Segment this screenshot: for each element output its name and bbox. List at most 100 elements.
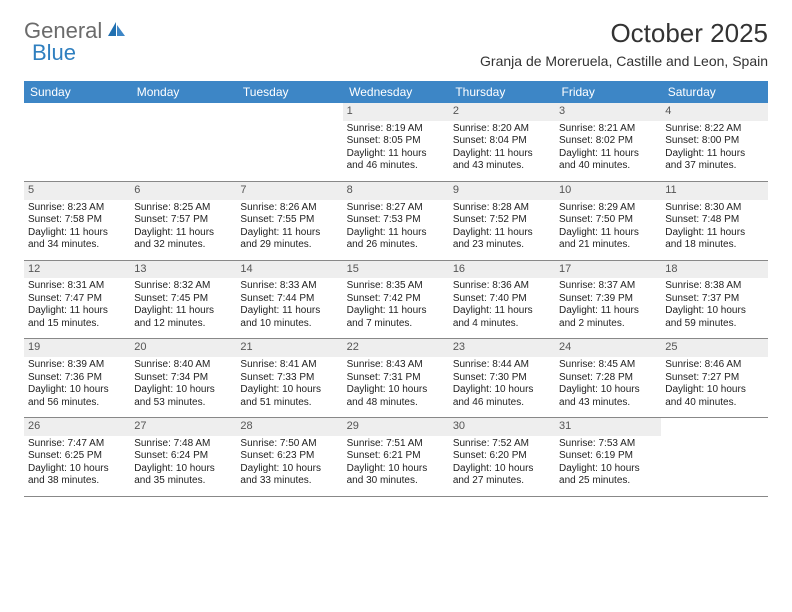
daylight-line: Daylight: 10 hours and 59 minutes. (665, 305, 763, 330)
sunset-line: Sunset: 8:04 PM (453, 135, 551, 148)
sunset-line: Sunset: 7:39 PM (559, 293, 657, 306)
calendar-body: 1Sunrise: 8:19 AMSunset: 8:05 PMDaylight… (24, 103, 768, 496)
calendar-cell: 25Sunrise: 8:46 AMSunset: 7:27 PMDayligh… (661, 339, 767, 418)
day-content: Sunrise: 8:25 AMSunset: 7:57 PMDaylight:… (130, 200, 236, 260)
daylight-line: Daylight: 11 hours and 43 minutes. (453, 148, 551, 173)
day-content: Sunrise: 8:36 AMSunset: 7:40 PMDaylight:… (449, 278, 555, 338)
sunset-line: Sunset: 7:52 PM (453, 214, 551, 227)
sunset-line: Sunset: 7:50 PM (559, 214, 657, 227)
sunset-line: Sunset: 7:37 PM (665, 293, 763, 306)
day-content: Sunrise: 8:39 AMSunset: 7:36 PMDaylight:… (24, 357, 130, 417)
calendar-cell: 24Sunrise: 8:45 AMSunset: 7:28 PMDayligh… (555, 339, 661, 418)
sunset-line: Sunset: 7:42 PM (347, 293, 445, 306)
sunset-line: Sunset: 6:24 PM (134, 450, 232, 463)
sunrise-line: Sunrise: 7:51 AM (347, 438, 445, 451)
sunrise-line: Sunrise: 8:28 AM (453, 202, 551, 215)
sunrise-line: Sunrise: 8:23 AM (28, 202, 126, 215)
day-number: 11 (661, 182, 767, 200)
day-number: 3 (555, 103, 661, 121)
sunset-line: Sunset: 7:58 PM (28, 214, 126, 227)
sunset-line: Sunset: 7:47 PM (28, 293, 126, 306)
daylight-line: Daylight: 11 hours and 34 minutes. (28, 227, 126, 252)
day-number: 28 (236, 418, 342, 436)
day-number: 13 (130, 261, 236, 279)
calendar-week-row: 5Sunrise: 8:23 AMSunset: 7:58 PMDaylight… (24, 181, 768, 260)
calendar-cell: 1Sunrise: 8:19 AMSunset: 8:05 PMDaylight… (343, 103, 449, 181)
daylight-line: Daylight: 10 hours and 33 minutes. (240, 463, 338, 488)
day-number: 18 (661, 261, 767, 279)
day-content: Sunrise: 7:48 AMSunset: 6:24 PMDaylight:… (130, 436, 236, 496)
daylight-line: Daylight: 11 hours and 46 minutes. (347, 148, 445, 173)
daylight-line: Daylight: 11 hours and 4 minutes. (453, 305, 551, 330)
sunrise-line: Sunrise: 7:48 AM (134, 438, 232, 451)
day-content: Sunrise: 8:37 AMSunset: 7:39 PMDaylight:… (555, 278, 661, 338)
day-number: 20 (130, 339, 236, 357)
day-content: Sunrise: 7:51 AMSunset: 6:21 PMDaylight:… (343, 436, 449, 496)
calendar-cell: 4Sunrise: 8:22 AMSunset: 8:00 PMDaylight… (661, 103, 767, 181)
daylight-line: Daylight: 10 hours and 38 minutes. (28, 463, 126, 488)
day-content: Sunrise: 8:21 AMSunset: 8:02 PMDaylight:… (555, 121, 661, 181)
calendar-cell: 11Sunrise: 8:30 AMSunset: 7:48 PMDayligh… (661, 181, 767, 260)
daylight-line: Daylight: 11 hours and 2 minutes. (559, 305, 657, 330)
daylight-line: Daylight: 11 hours and 40 minutes. (559, 148, 657, 173)
sunrise-line: Sunrise: 8:45 AM (559, 359, 657, 372)
calendar-cell: 7Sunrise: 8:26 AMSunset: 7:55 PMDaylight… (236, 181, 342, 260)
sunset-line: Sunset: 7:55 PM (240, 214, 338, 227)
day-number: 30 (449, 418, 555, 436)
sunrise-line: Sunrise: 8:25 AM (134, 202, 232, 215)
sunrise-line: Sunrise: 7:53 AM (559, 438, 657, 451)
logo-sail-icon (106, 18, 126, 44)
day-content: Sunrise: 8:22 AMSunset: 8:00 PMDaylight:… (661, 121, 767, 181)
calendar-cell (24, 103, 130, 181)
day-number: 5 (24, 182, 130, 200)
calendar-cell: 22Sunrise: 8:43 AMSunset: 7:31 PMDayligh… (343, 339, 449, 418)
day-content: Sunrise: 8:29 AMSunset: 7:50 PMDaylight:… (555, 200, 661, 260)
day-content: Sunrise: 8:41 AMSunset: 7:33 PMDaylight:… (236, 357, 342, 417)
daylight-line: Daylight: 11 hours and 26 minutes. (347, 227, 445, 252)
day-content: Sunrise: 8:27 AMSunset: 7:53 PMDaylight:… (343, 200, 449, 260)
day-content: Sunrise: 8:28 AMSunset: 7:52 PMDaylight:… (449, 200, 555, 260)
sunrise-line: Sunrise: 8:31 AM (28, 280, 126, 293)
daylight-line: Daylight: 10 hours and 30 minutes. (347, 463, 445, 488)
sunrise-line: Sunrise: 8:27 AM (347, 202, 445, 215)
day-content: Sunrise: 8:30 AMSunset: 7:48 PMDaylight:… (661, 200, 767, 260)
day-number: 12 (24, 261, 130, 279)
daylight-line: Daylight: 11 hours and 10 minutes. (240, 305, 338, 330)
sunrise-line: Sunrise: 8:32 AM (134, 280, 232, 293)
daylight-line: Daylight: 10 hours and 25 minutes. (559, 463, 657, 488)
day-number: 14 (236, 261, 342, 279)
sunset-line: Sunset: 6:20 PM (453, 450, 551, 463)
sunrise-line: Sunrise: 8:37 AM (559, 280, 657, 293)
day-number: 2 (449, 103, 555, 121)
sunrise-line: Sunrise: 8:20 AM (453, 123, 551, 136)
calendar-cell: 9Sunrise: 8:28 AMSunset: 7:52 PMDaylight… (449, 181, 555, 260)
sunrise-line: Sunrise: 8:36 AM (453, 280, 551, 293)
day-number: 1 (343, 103, 449, 121)
calendar-cell (130, 103, 236, 181)
daylight-line: Daylight: 10 hours and 27 minutes. (453, 463, 551, 488)
sunrise-line: Sunrise: 8:46 AM (665, 359, 763, 372)
day-content: Sunrise: 8:45 AMSunset: 7:28 PMDaylight:… (555, 357, 661, 417)
day-number: 7 (236, 182, 342, 200)
calendar-head: SundayMondayTuesdayWednesdayThursdayFrid… (24, 81, 768, 103)
weekday-header: Wednesday (343, 81, 449, 103)
daylight-line: Daylight: 10 hours and 35 minutes. (134, 463, 232, 488)
daylight-line: Daylight: 11 hours and 12 minutes. (134, 305, 232, 330)
sunrise-line: Sunrise: 8:26 AM (240, 202, 338, 215)
calendar-cell: 26Sunrise: 7:47 AMSunset: 6:25 PMDayligh… (24, 418, 130, 497)
weekday-header: Saturday (661, 81, 767, 103)
day-number: 19 (24, 339, 130, 357)
daylight-line: Daylight: 10 hours and 48 minutes. (347, 384, 445, 409)
calendar-cell: 30Sunrise: 7:52 AMSunset: 6:20 PMDayligh… (449, 418, 555, 497)
day-number: 10 (555, 182, 661, 200)
calendar-cell: 8Sunrise: 8:27 AMSunset: 7:53 PMDaylight… (343, 181, 449, 260)
weekday-header: Thursday (449, 81, 555, 103)
day-number: 24 (555, 339, 661, 357)
weekday-row: SundayMondayTuesdayWednesdayThursdayFrid… (24, 81, 768, 103)
sunset-line: Sunset: 7:57 PM (134, 214, 232, 227)
calendar-cell: 5 Sunrise: 8:23 AMSunset: 7:58 PMDaylight… (24, 181, 130, 260)
day-number: 25 (661, 339, 767, 357)
day-content: Sunrise: 8:20 AMSunset: 8:04 PMDaylight:… (449, 121, 555, 181)
calendar-cell: 3Sunrise: 8:21 AMSunset: 8:02 PMDaylight… (555, 103, 661, 181)
sunrise-line: Sunrise: 8:41 AM (240, 359, 338, 372)
